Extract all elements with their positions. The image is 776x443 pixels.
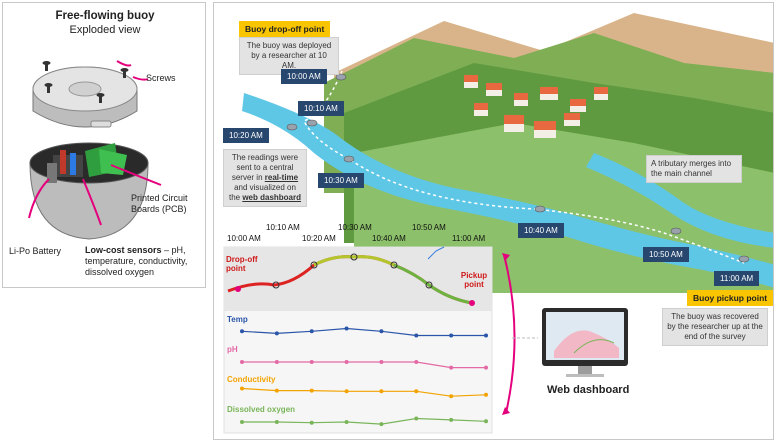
series-point xyxy=(379,422,384,427)
pcb-label: Printed Circuit Boards (PCB) xyxy=(131,193,188,214)
sensors-label-rest: – pH, temperature, conductivity, dissolv… xyxy=(85,245,188,277)
series-point xyxy=(240,360,244,364)
chart-time-label: 10:20 AM xyxy=(302,234,336,243)
time-tag-1100: 11:00 AM xyxy=(714,271,760,286)
series-point xyxy=(274,360,279,364)
screws-label: Screws xyxy=(146,73,176,83)
series-point xyxy=(414,360,419,364)
chart-time-label: 10:50 AM xyxy=(412,223,446,232)
battery-label: Li-Po Battery xyxy=(9,246,62,256)
web-dashboard-label: Web dashboard xyxy=(547,384,630,396)
chart-time-label: 10:10 AM xyxy=(266,223,300,232)
sensors-label: Low-cost sensors – pH, temperature, cond… xyxy=(85,245,205,278)
dropoff-tag: Buoy drop-off point xyxy=(239,21,331,37)
server-text-1: The readings were sent to a central serv… xyxy=(231,153,299,182)
series-line xyxy=(242,361,486,369)
chart-time-label: 11:00 AM xyxy=(452,234,486,243)
buoy-illustration xyxy=(28,60,162,240)
series-point xyxy=(484,419,488,424)
series-point xyxy=(309,360,314,364)
series-point xyxy=(414,333,419,338)
series-point xyxy=(449,417,454,422)
server-callout: The readings were sent to a central serv… xyxy=(223,149,307,207)
series-point xyxy=(449,365,454,370)
series-point xyxy=(309,420,314,425)
series-point xyxy=(274,388,279,393)
buoy-title: Free-flowing buoy xyxy=(55,10,155,22)
series-label: Temp xyxy=(227,315,248,324)
series-line xyxy=(242,417,487,425)
series-line xyxy=(241,387,487,397)
sensors-label-bold: Low-cost sensors xyxy=(85,245,162,255)
dropoff-point-label: Drop-off point xyxy=(226,255,258,273)
series-point xyxy=(309,329,314,334)
series-point xyxy=(274,331,279,336)
landscape-illustration xyxy=(214,3,773,439)
series-point xyxy=(344,326,349,331)
series-point xyxy=(414,416,419,421)
series-point xyxy=(274,420,279,424)
series-point xyxy=(449,394,454,399)
time-tag-1020: 10:20 AM xyxy=(223,128,269,143)
series-label: pH xyxy=(227,345,238,354)
sensor-chart: Temp pH Conductivity Dissolved oxygen xyxy=(227,315,488,427)
server-realtime: real-time xyxy=(264,173,299,182)
buoy-subtitle: Exploded view xyxy=(69,24,141,36)
tributary-callout: A tributary merges into the main channel xyxy=(646,155,742,183)
buoy-marker-icon xyxy=(286,73,750,263)
series-point xyxy=(240,329,244,334)
series-point xyxy=(379,389,384,394)
dropoff-callout: The buoy was deployed by a researcher at… xyxy=(239,37,339,75)
time-tag-1040: 10:40 AM xyxy=(518,223,564,238)
series-point xyxy=(379,329,384,334)
series-point xyxy=(240,420,244,424)
series-point xyxy=(344,389,349,394)
series-label: Conductivity xyxy=(227,375,276,384)
server-text-2: and visualized on the xyxy=(228,183,296,202)
pickup-callout: The buoy was recovered by the researcher… xyxy=(662,308,768,346)
series-point xyxy=(309,388,314,393)
series-label: Dissolved oxygen xyxy=(227,405,295,414)
time-tag-1050: 10:50 AM xyxy=(643,247,689,262)
series-point xyxy=(484,392,488,397)
time-tag-1010: 10:10 AM xyxy=(298,101,344,116)
series-line xyxy=(241,327,486,337)
pickup-point-label: Pickup point xyxy=(460,271,488,289)
server-web-dashboard: web dashboard xyxy=(242,193,302,202)
series-point xyxy=(379,360,384,364)
pickup-tag: Buoy pickup point xyxy=(687,290,773,306)
buoy-panel: Free-flowing buoy Exploded view xyxy=(2,2,206,288)
series-point xyxy=(484,365,488,370)
series-point xyxy=(344,360,349,364)
screw-icon xyxy=(42,61,129,103)
series-point xyxy=(414,389,419,394)
time-tag-1030: 10:30 AM xyxy=(318,173,364,188)
series-point xyxy=(240,386,244,391)
series-point xyxy=(484,333,488,338)
series-point xyxy=(344,420,349,424)
series-point xyxy=(449,333,454,338)
survey-panel: Temp pH Conductivity Dissolved oxygen Buoy … xyxy=(213,2,774,440)
chart-time-label: 10:40 AM xyxy=(372,234,406,243)
chart-time-label: 10:00 AM xyxy=(227,234,261,243)
time-tag-1000: 10:00 AM xyxy=(281,69,327,84)
chart-time-label: 10:30 AM xyxy=(338,223,372,232)
